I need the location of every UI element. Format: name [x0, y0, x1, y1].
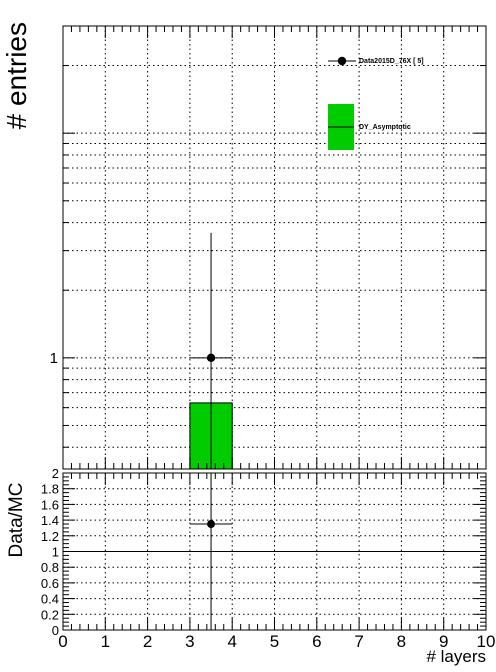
ratio-y-tick-label: 1.6 — [41, 497, 59, 512]
ratio-ticks: 00.20.40.60.811.21.41.61.820 1 2 3 4 5 6 7 8 9 10 — [41, 466, 496, 651]
x-tick-label: 9 — [439, 632, 448, 651]
x-tick-label: 2 — [143, 632, 152, 651]
ratio-y-tick-label: 1 — [52, 545, 59, 560]
ratio-y-tick-label: 1.8 — [41, 482, 59, 497]
legend: Data2015D_76X [ 5] DY_Asymptotic — [328, 56, 424, 150]
x-axis-label: # layers — [426, 647, 486, 666]
ratio-y-tick-label: 0.4 — [41, 592, 59, 607]
x-tick-label: 3 — [185, 632, 194, 651]
main-y-tick-label: 1 — [50, 350, 58, 367]
main-y-ticks: 1 — [50, 26, 487, 469]
x-tick-label: 10 — [477, 632, 496, 651]
ratio-y-tick-label: 0.8 — [41, 560, 59, 575]
main-y-axis-label: # entries — [1, 22, 32, 129]
x-tick-label: 4 — [227, 632, 236, 651]
legend-mc-label: DY_Asymptotic — [359, 124, 411, 131]
x-tick-label: 0 — [58, 632, 67, 651]
ratio-y-tick-label: 2 — [52, 466, 59, 481]
main-grid — [63, 26, 486, 469]
main-plot-frame — [62, 25, 487, 470]
ratio-data-points — [189, 473, 233, 630]
x-tick-label: 6 — [312, 632, 321, 651]
ratio-y-tick-label: 0 — [52, 623, 59, 638]
ratio-plot-frame — [62, 472, 487, 631]
ratio-point — [207, 520, 216, 529]
ratio-y-tick-label: 1.4 — [41, 513, 59, 528]
ratio-y-tick-label: 0.2 — [41, 607, 59, 622]
x-tick-label: 5 — [270, 632, 279, 651]
x-tick-label: 7 — [354, 632, 363, 651]
x-tick-label: 8 — [397, 632, 406, 651]
legend-data-marker — [337, 56, 347, 66]
main-data-points — [189, 232, 233, 469]
x-tick-label: 1 — [101, 632, 110, 651]
data-point — [206, 353, 216, 363]
ratio-y-tick-label: 0.6 — [41, 576, 59, 591]
ratio-y-tick-label: 1.2 — [41, 529, 59, 544]
ratio-grid — [63, 473, 486, 630]
legend-data-label: Data2015D_76X [ 5] — [359, 58, 424, 65]
ratio-y-axis-label: Data/MC — [6, 483, 27, 558]
